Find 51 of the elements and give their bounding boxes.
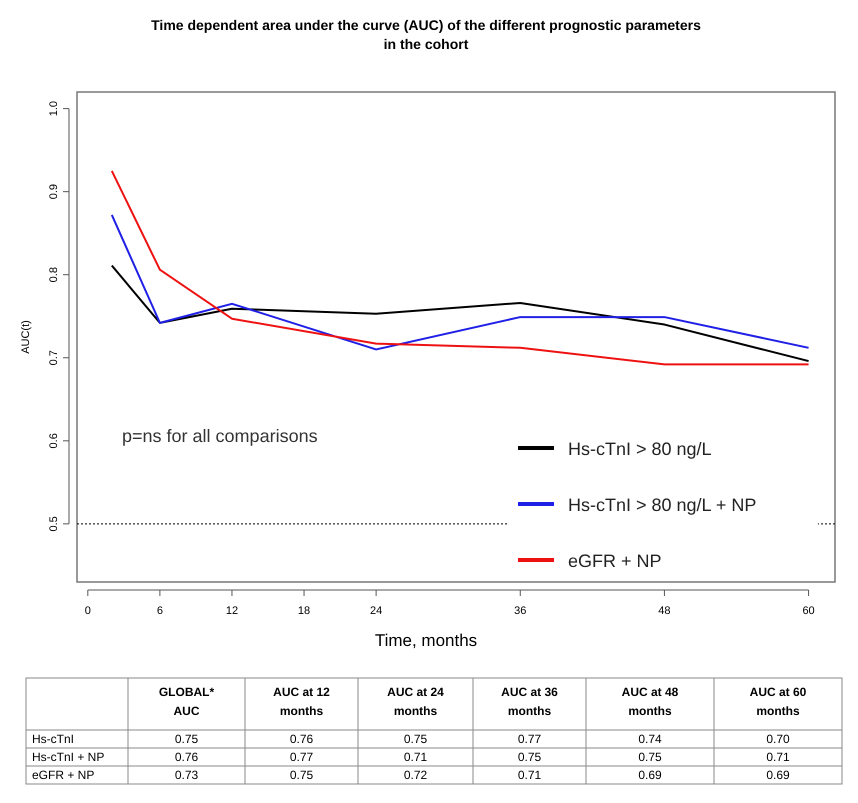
text: 0.75 bbox=[518, 750, 542, 764]
y-tick-label: 0.7 bbox=[48, 350, 60, 366]
chart-title: Time dependent area under the curve (AUC) of the different prognostic parameters in the cohort bbox=[151, 17, 702, 52]
text: 0.76 bbox=[174, 750, 198, 764]
text: 0.72 bbox=[404, 768, 428, 782]
annotation: p=ns for all comparisons bbox=[122, 426, 318, 446]
y-tick-label: 0.5 bbox=[48, 516, 60, 532]
text: AUC at 60 months bbox=[750, 685, 807, 718]
text: 0.71 bbox=[404, 750, 428, 764]
text: AUC at 36 months bbox=[501, 685, 558, 718]
y-tick-label: 0.8 bbox=[48, 267, 60, 282]
x-axis-title: Time, months bbox=[374, 631, 478, 650]
x-tick-label: 6 bbox=[156, 605, 163, 617]
text: 0.77 bbox=[518, 732, 542, 746]
text: Hs-cTnI bbox=[32, 732, 74, 746]
x-tick-label: 12 bbox=[226, 605, 238, 617]
text: Hs-cTnI + NP bbox=[32, 750, 104, 764]
x-tick-label: 0 bbox=[84, 605, 91, 617]
x-tick-label: 24 bbox=[370, 605, 382, 617]
y-tick-label: 1.0 bbox=[48, 100, 60, 116]
text: 0.76 bbox=[290, 732, 314, 746]
y-tick-label: 0.9 bbox=[48, 184, 60, 200]
text: 0.70 bbox=[766, 732, 790, 746]
text: 0.75 bbox=[174, 732, 198, 746]
text: 0.75 bbox=[290, 768, 314, 782]
text: 0.69 bbox=[766, 768, 790, 782]
text: 0.75 bbox=[404, 732, 428, 746]
x-tick-label: 36 bbox=[514, 605, 526, 617]
line-series bbox=[110, 264, 810, 362]
text: AUC at 12 months bbox=[273, 685, 330, 718]
text: GLOBAL* AUC bbox=[158, 685, 214, 718]
text: 0.69 bbox=[638, 768, 662, 782]
x-tick-label: 60 bbox=[802, 605, 815, 617]
text: 0.74 bbox=[638, 732, 662, 746]
y-axis-title: AUC(t) bbox=[20, 320, 32, 354]
text: AUC at 24 months bbox=[387, 685, 444, 718]
legend-label: Hs-cTnI > 80 ng/L bbox=[568, 439, 712, 459]
x-tick-label: 18 bbox=[298, 605, 310, 617]
text: 0.77 bbox=[290, 750, 314, 764]
x-tick-label: 48 bbox=[658, 605, 671, 617]
line-series bbox=[110, 170, 810, 366]
line-series bbox=[110, 214, 810, 350]
text: 0.75 bbox=[638, 750, 662, 764]
text: AUC at 48 months bbox=[622, 685, 679, 718]
legend-label: Hs-cTnI > 80 ng/L + NP bbox=[568, 495, 756, 515]
text: 0.73 bbox=[174, 768, 198, 782]
legend-label: eGFR + NP bbox=[568, 551, 662, 571]
text: 0.71 bbox=[518, 768, 542, 782]
y-tick-label: 0.6 bbox=[48, 433, 60, 448]
text: 0.71 bbox=[766, 750, 790, 764]
text: eGFR + NP bbox=[32, 768, 94, 782]
